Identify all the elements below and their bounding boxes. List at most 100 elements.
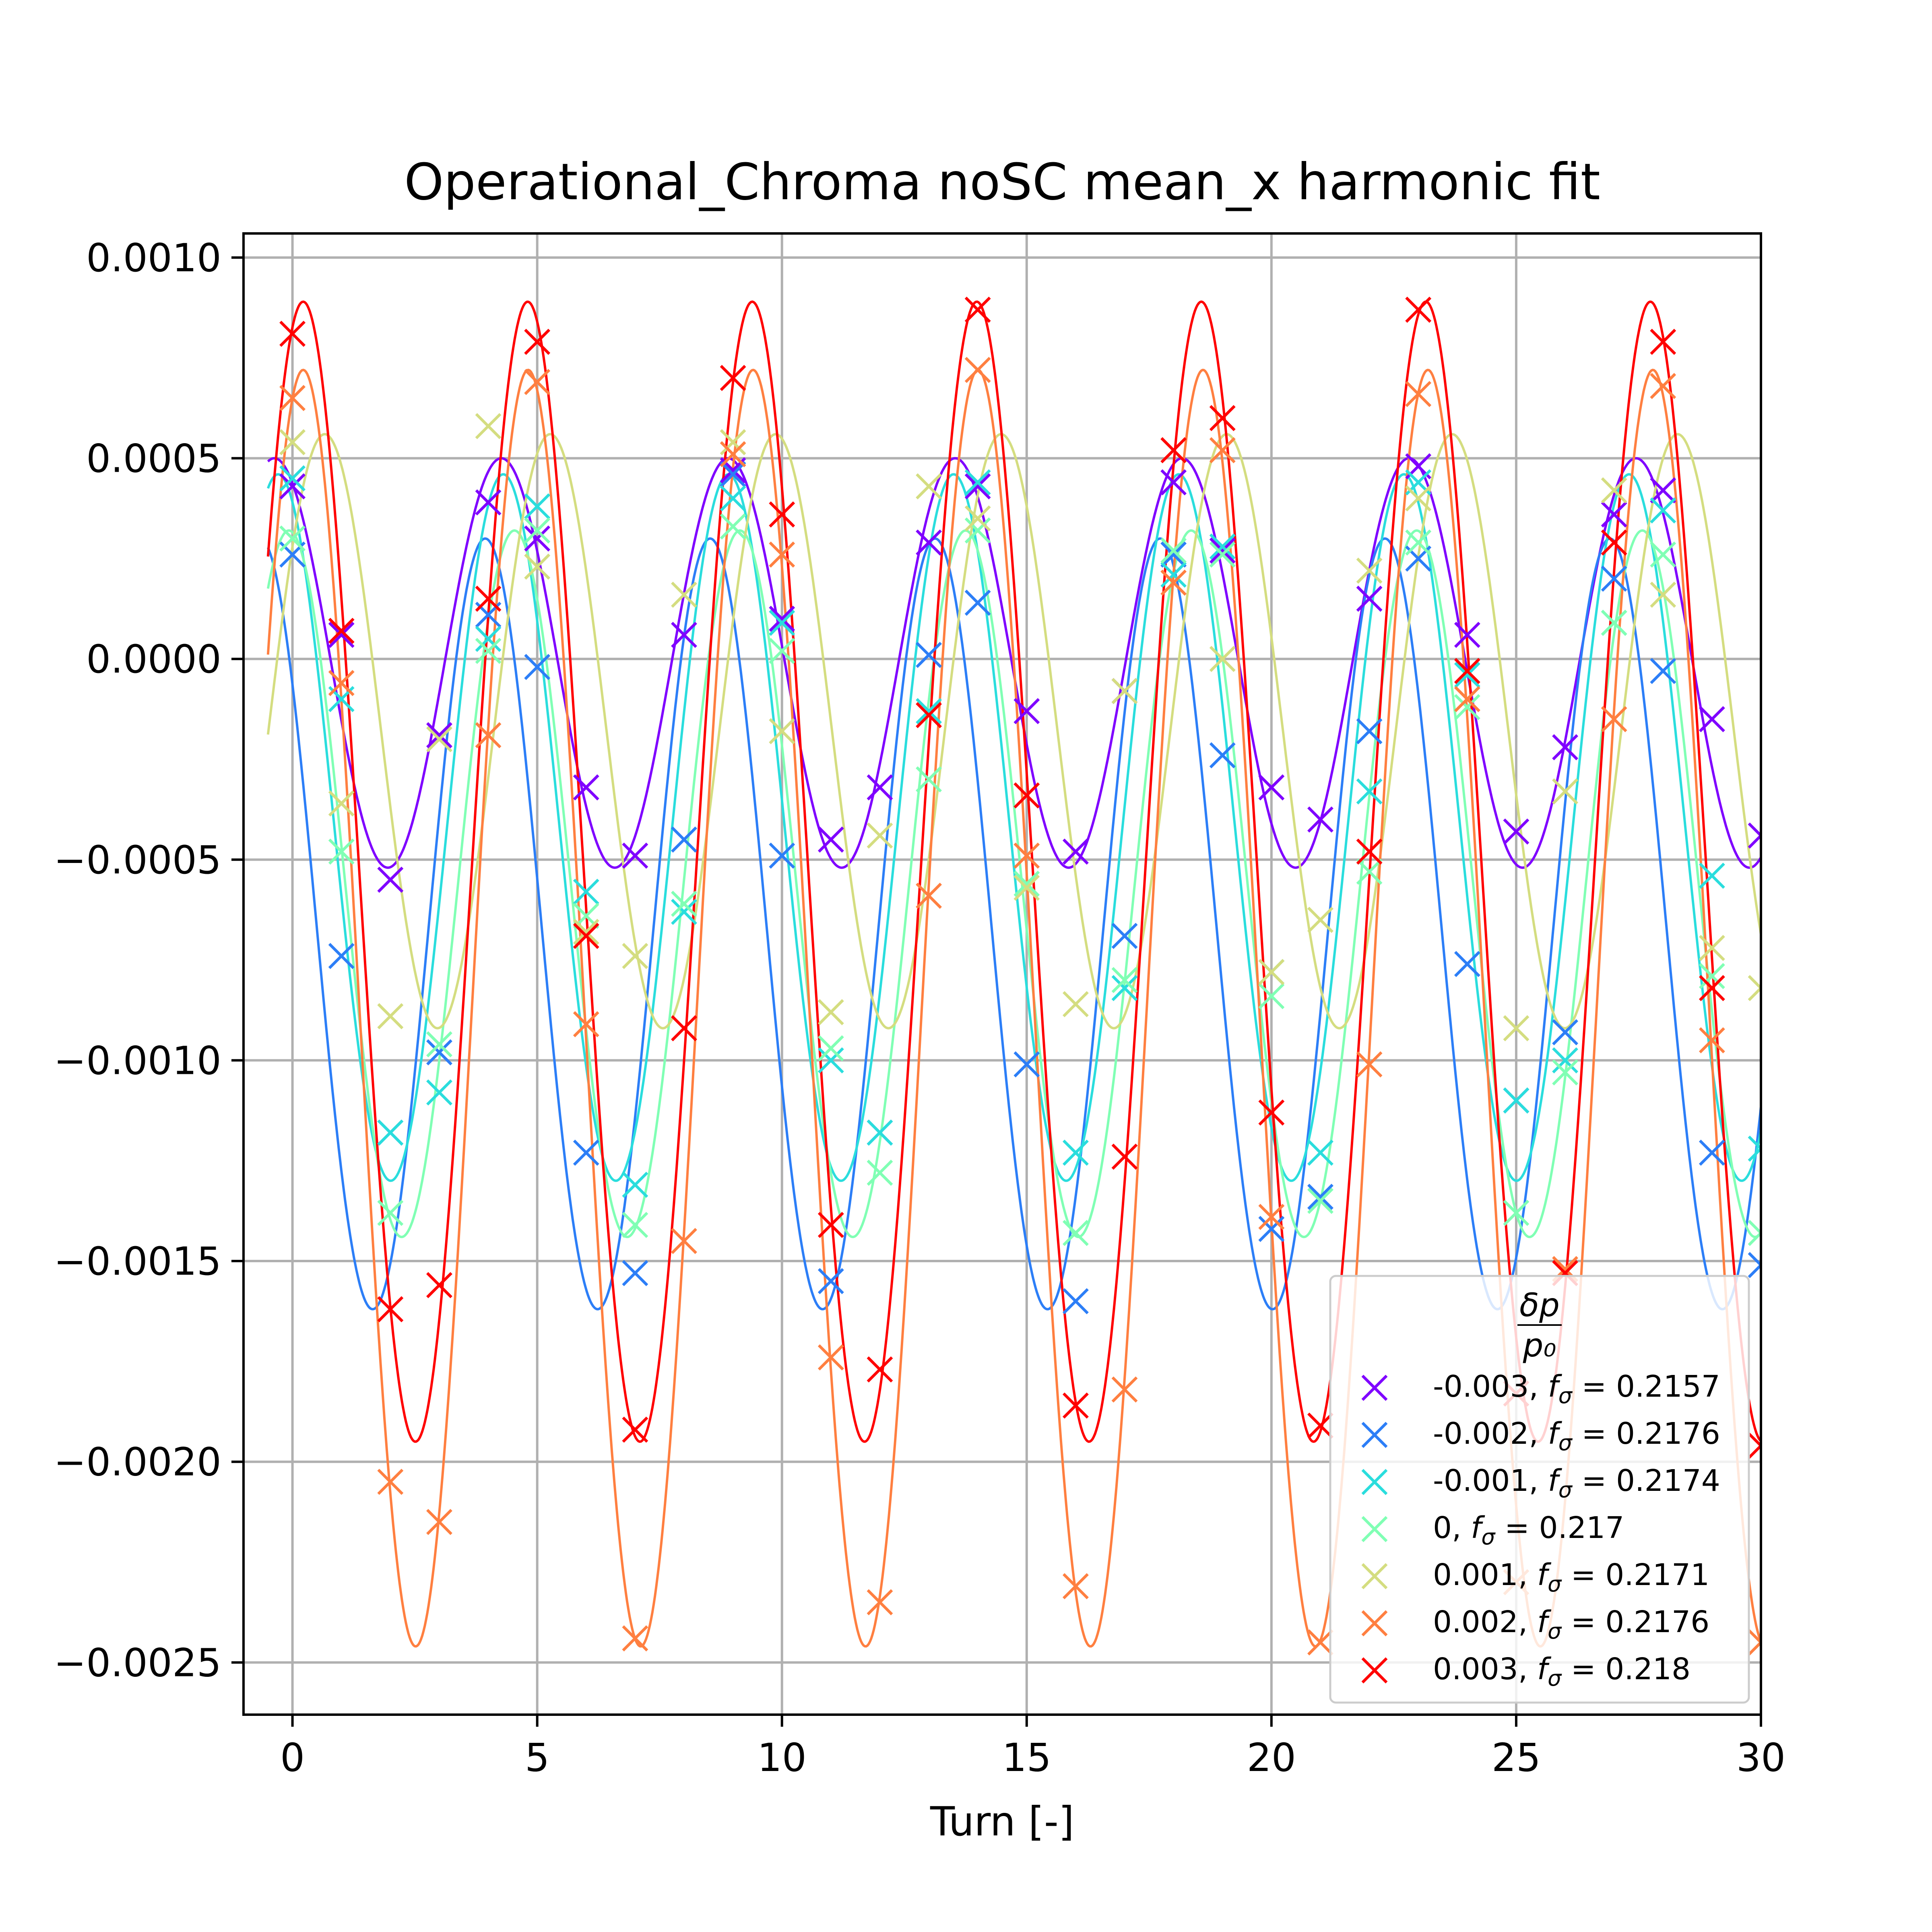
fit-curve-series-0	[267, 457, 1761, 869]
data-point-series-6	[1748, 1432, 1761, 1459]
x-tick-label: 10	[758, 1735, 807, 1780]
data-point-series-3	[622, 1212, 648, 1238]
data-point-series-6	[377, 1296, 404, 1323]
data-point-series-5	[475, 722, 502, 749]
data-point-series-0	[1748, 822, 1761, 849]
data-point-series-3	[720, 513, 746, 540]
data-point-series-1	[328, 943, 355, 969]
y-tick-label: 0.0010	[86, 235, 221, 281]
data-point-series-3	[1111, 967, 1138, 993]
data-point-series-6	[1111, 1144, 1138, 1170]
data-point-series-5	[1454, 686, 1480, 712]
data-point-series-6	[524, 328, 551, 355]
x-tick-label: 15	[1002, 1735, 1051, 1780]
data-point-series-6	[1601, 529, 1627, 556]
data-point-series-5	[1062, 1573, 1089, 1600]
data-point-series-3	[1699, 963, 1725, 989]
data-point-series-0	[769, 605, 795, 632]
data-point-series-0	[867, 774, 893, 801]
data-point-series-4	[720, 429, 746, 456]
x-tick-label: 30	[1736, 1735, 1785, 1780]
legend-box	[1329, 1275, 1750, 1704]
data-point-series-5	[817, 1344, 844, 1371]
x-tick-label: 25	[1492, 1735, 1541, 1780]
data-point-series-6	[279, 320, 306, 347]
data-point-series-2	[867, 1119, 893, 1146]
data-point-series-5	[769, 541, 795, 568]
data-point-series-4	[1356, 557, 1383, 584]
data-point-series-0	[1356, 586, 1383, 612]
data-point-series-0	[377, 867, 404, 893]
data-point-series-0	[1013, 698, 1040, 724]
data-point-series-2	[1454, 662, 1480, 688]
data-point-series-3	[1258, 983, 1285, 1009]
data-point-series-0	[1503, 818, 1530, 845]
data-point-series-3	[1209, 541, 1236, 568]
data-point-series-0	[475, 489, 502, 516]
y-tick-label: −0.0025	[54, 1640, 221, 1685]
data-point-series-6	[1405, 297, 1432, 323]
data-point-series-5	[1601, 706, 1627, 733]
data-point-series-4	[1748, 975, 1761, 1001]
legend-marker-series-4	[1361, 1563, 1388, 1589]
data-point-series-5	[964, 357, 991, 383]
data-point-series-6	[622, 1416, 648, 1443]
data-point-series-5	[328, 670, 355, 696]
data-point-series-2	[1111, 975, 1138, 1001]
data-point-series-5	[1650, 373, 1676, 399]
data-point-series-3	[867, 1160, 893, 1186]
data-point-series-4	[817, 999, 844, 1026]
data-point-series-0	[817, 826, 844, 853]
data-point-series-6	[328, 617, 355, 644]
data-point-series-2	[916, 698, 942, 724]
data-point-series-4	[964, 505, 991, 532]
legend-title-numerator: δp	[1519, 1286, 1560, 1324]
data-point-series-0	[1454, 621, 1480, 648]
data-point-series-2	[426, 1079, 452, 1106]
data-point-series-1	[573, 1139, 599, 1166]
data-point-series-5	[279, 385, 306, 411]
x-axis-label: Turn [-]	[930, 1798, 1074, 1845]
legend-marker-series-2	[1361, 1469, 1388, 1495]
data-point-series-2	[1209, 533, 1236, 560]
data-point-series-6	[817, 1212, 844, 1238]
data-point-series-3	[279, 525, 306, 552]
y-tick-label: 0.0000	[86, 637, 221, 682]
data-point-series-1	[1307, 1184, 1333, 1210]
data-point-series-0	[279, 473, 306, 500]
data-point-series-3	[1650, 541, 1676, 568]
data-point-series-4	[1111, 678, 1138, 704]
fit-curve-series-1	[267, 537, 1761, 1311]
data-point-series-6	[573, 923, 599, 949]
data-point-series-1	[622, 1260, 648, 1286]
data-point-series-6	[475, 586, 502, 612]
data-point-series-5	[916, 883, 942, 909]
data-point-series-0	[1062, 838, 1089, 865]
legend-label-series-4: 0.001, fσ = 0.2171	[1433, 1558, 1709, 1597]
data-point-series-6	[1356, 838, 1383, 865]
data-point-series-5	[377, 1469, 404, 1495]
data-point-series-1	[1111, 923, 1138, 949]
data-point-series-2	[573, 879, 599, 905]
data-point-series-1	[1258, 1216, 1285, 1242]
data-point-series-5	[524, 369, 551, 395]
data-point-series-5	[622, 1625, 648, 1651]
data-point-series-1	[720, 461, 746, 487]
data-point-series-5	[1160, 570, 1187, 596]
data-point-series-3	[1405, 529, 1432, 556]
x-tick-label: 0	[280, 1735, 305, 1780]
data-point-series-0	[1699, 706, 1725, 733]
data-point-series-3	[1552, 1059, 1579, 1086]
data-point-series-6	[867, 1356, 893, 1383]
data-point-series-4	[1062, 991, 1089, 1018]
data-point-series-4	[671, 582, 697, 608]
data-point-series-4	[524, 553, 551, 580]
data-point-series-4	[1503, 1015, 1530, 1042]
data-point-series-5	[1405, 381, 1432, 407]
data-point-series-3	[1013, 871, 1040, 897]
data-point-series-2	[622, 1172, 648, 1198]
data-point-series-6	[426, 1272, 452, 1298]
data-point-series-0	[524, 525, 551, 552]
data-point-series-6	[671, 1015, 697, 1042]
